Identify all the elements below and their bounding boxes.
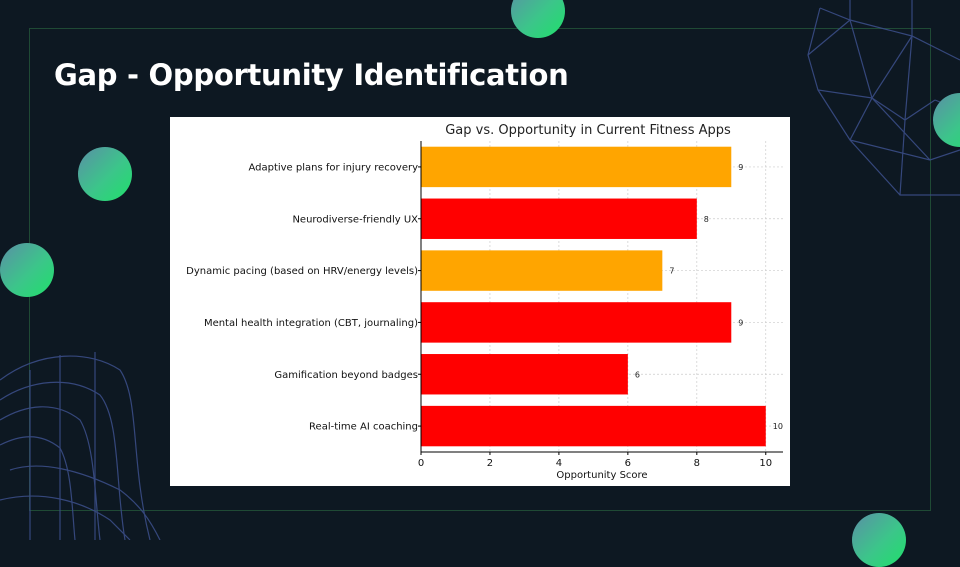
x-tick-label: 2 xyxy=(487,458,493,469)
category-label: Neurodiverse-friendly UX xyxy=(292,214,418,225)
bar-chart: Gap vs. Opportunity in Current Fitness A… xyxy=(186,123,783,481)
value-label: 7 xyxy=(669,267,674,276)
value-label: 9 xyxy=(738,318,743,327)
x-tick-label: 10 xyxy=(759,458,772,469)
value-label: 10 xyxy=(773,422,783,431)
bar xyxy=(421,146,732,188)
bars xyxy=(421,146,766,447)
x-tick-label: 4 xyxy=(556,458,562,469)
category-label: Gamification beyond badges xyxy=(274,370,418,381)
decorative-circle xyxy=(78,147,132,201)
x-tick-label: 6 xyxy=(625,458,631,469)
x-tick-label: 0 xyxy=(418,458,424,469)
value-label: 9 xyxy=(738,163,743,172)
axes xyxy=(420,141,783,453)
bar xyxy=(421,405,766,447)
decorative-circle xyxy=(852,513,906,567)
decorative-circle xyxy=(0,243,54,297)
x-tick-label: 8 xyxy=(694,458,700,469)
value-label: 6 xyxy=(635,370,640,379)
bar xyxy=(421,354,628,395)
bar xyxy=(421,250,663,291)
labels: 0 2 4 6 8 10 Adaptive plans for injury recover… xyxy=(186,162,783,469)
page-title: Gap - Opportunity Identification xyxy=(54,58,569,92)
bar xyxy=(421,302,732,343)
x-axis-label: Opportunity Score xyxy=(556,470,647,481)
category-label: Real-time AI coaching xyxy=(309,422,418,433)
category-label: Mental health integration (CBT, journali… xyxy=(204,318,418,329)
grid-lines xyxy=(420,141,783,452)
category-label: Dynamic pacing (based on HRV/energy leve… xyxy=(186,266,418,277)
bar xyxy=(421,198,697,239)
decorative-network-lines xyxy=(0,0,960,540)
chart-title: Gap vs. Opportunity in Current Fitness A… xyxy=(445,123,731,138)
value-label: 8 xyxy=(704,215,709,224)
category-label: Adaptive plans for injury recovery xyxy=(248,162,418,173)
chart-panel: Gap vs. Opportunity in Current Fitness A… xyxy=(170,117,790,486)
